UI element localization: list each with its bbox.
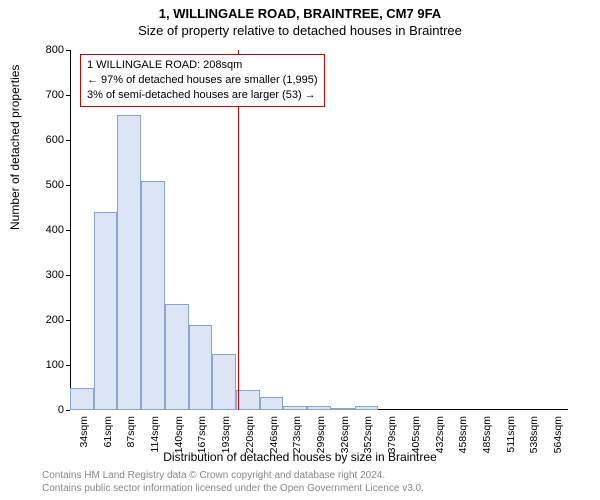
y-tick-label: 600 [34, 134, 64, 146]
y-axis-label: Number of detached properties [8, 65, 22, 230]
x-tick-label: 379sqm [386, 416, 398, 453]
x-tick-label: 193sqm [220, 416, 232, 453]
x-tick-label: 114sqm [149, 416, 161, 453]
histogram-bar [283, 406, 307, 411]
y-tick-mark [66, 230, 70, 231]
legend-line2: ← 97% of detached houses are smaller (1,… [87, 73, 318, 88]
page-subtitle: Size of property relative to detached ho… [0, 21, 600, 38]
x-tick-label: 432sqm [434, 416, 446, 453]
page-title: 1, WILLINGALE ROAD, BRAINTREE, CM7 9FA [0, 0, 600, 21]
x-tick-label: 326sqm [339, 416, 351, 453]
x-tick-label: 405sqm [410, 416, 422, 453]
y-tick-mark [66, 320, 70, 321]
y-tick-mark [66, 95, 70, 96]
y-tick-mark [66, 185, 70, 186]
x-tick-label: 352sqm [362, 416, 374, 453]
histogram-bar [260, 397, 284, 411]
y-tick-label: 0 [34, 404, 64, 416]
x-tick-label: 87sqm [125, 416, 137, 448]
x-tick-label: 564sqm [552, 416, 564, 453]
chart-area: 0100200300400500600700800 34sqm61sqm87sq… [70, 50, 568, 410]
histogram-bar [307, 406, 331, 411]
histogram-bar [331, 408, 355, 410]
histogram-bar [141, 181, 165, 411]
x-tick-label: 140sqm [173, 416, 185, 453]
y-tick-label: 500 [34, 179, 64, 191]
histogram-bar [94, 212, 118, 410]
y-tick-label: 200 [34, 314, 64, 326]
y-tick-mark [66, 140, 70, 141]
attribution: Contains HM Land Registry data © Crown c… [42, 470, 424, 495]
attribution-line1: Contains HM Land Registry data © Crown c… [42, 470, 424, 483]
y-tick-mark [66, 275, 70, 276]
x-tick-label: 299sqm [315, 416, 327, 453]
x-tick-label: 246sqm [268, 416, 280, 453]
x-tick-label: 61sqm [102, 416, 114, 448]
histogram-bar [117, 115, 141, 410]
x-axis-label: Distribution of detached houses by size … [0, 450, 600, 464]
histogram-bar [236, 390, 260, 410]
y-tick-mark [66, 365, 70, 366]
x-tick-label: 220sqm [244, 416, 256, 453]
x-tick-label: 273sqm [291, 416, 303, 453]
x-tick-label: 538sqm [528, 416, 540, 453]
histogram-bar [189, 325, 213, 411]
x-tick-label: 511sqm [505, 416, 517, 453]
y-tick-label: 700 [34, 89, 64, 101]
x-tick-label: 34sqm [78, 416, 90, 448]
y-tick-label: 400 [34, 224, 64, 236]
legend-line1: 1 WILLINGALE ROAD: 208sqm [87, 58, 318, 73]
y-tick-label: 800 [34, 44, 64, 56]
legend-line3: 3% of semi-detached houses are larger (5… [87, 88, 318, 103]
histogram-bar [355, 406, 379, 411]
y-axis-line [70, 50, 71, 410]
x-tick-label: 458sqm [457, 416, 469, 453]
x-tick-label: 485sqm [481, 416, 493, 453]
y-tick-mark [66, 50, 70, 51]
x-tick-label: 167sqm [196, 416, 208, 453]
attribution-line2: Contains public sector information licen… [42, 483, 424, 496]
y-tick-label: 100 [34, 359, 64, 371]
histogram-bar [212, 354, 236, 410]
y-tick-label: 300 [34, 269, 64, 281]
y-tick-mark [66, 410, 70, 411]
legend-box: 1 WILLINGALE ROAD: 208sqm ← 97% of detac… [80, 54, 325, 107]
histogram-bar [165, 304, 189, 410]
histogram-bar [70, 388, 94, 411]
